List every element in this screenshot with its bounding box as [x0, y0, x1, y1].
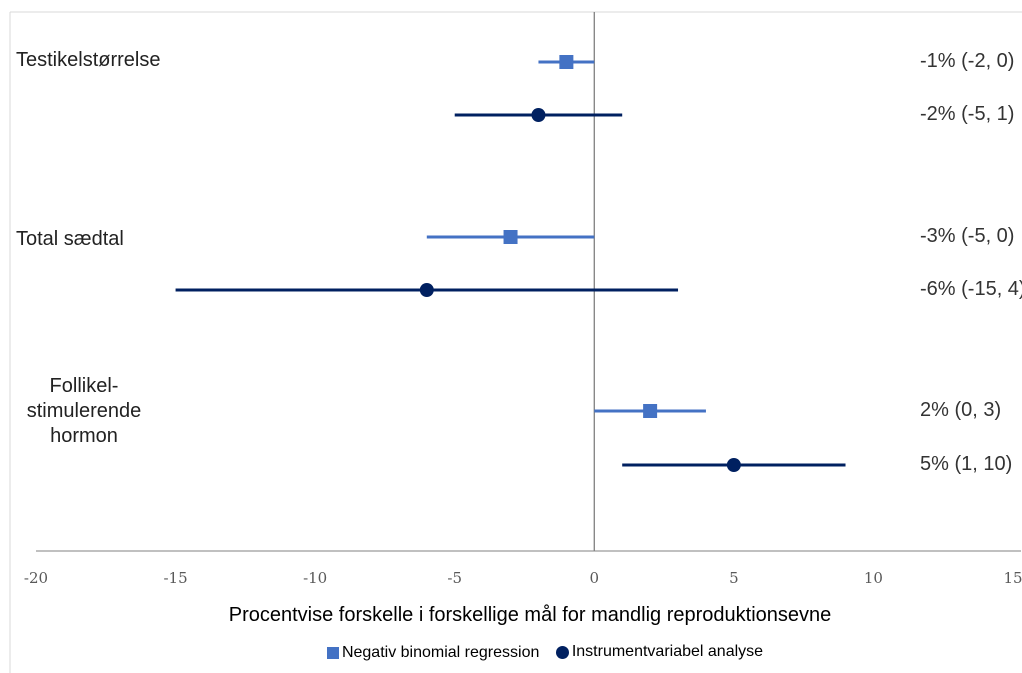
estimate-square-marker — [559, 55, 574, 69]
estimate-label: -1% (-2, 0) — [920, 50, 1015, 72]
x-tick-labels: -20 -15 -10 -5 0 5 10 15 — [24, 569, 1022, 587]
estimate-circle-marker — [531, 108, 546, 122]
estimate-label: -3% (-5, 0) — [920, 225, 1015, 247]
x-tick-label: 15 — [1003, 569, 1022, 587]
legend-label: Negativ binomial regression — [341, 643, 540, 661]
x-tick-label: -5 — [447, 569, 462, 587]
estimate-label: -2% (-5, 1) — [920, 103, 1015, 125]
group-label: Follikel- stimulerende hormon — [26, 375, 142, 447]
plot-marks — [175, 55, 846, 472]
legend-item-negativ-binomial: Negativ binomial regression — [326, 643, 540, 662]
estimate-circle-marker — [726, 458, 741, 472]
legend-circle-marker-icon — [555, 645, 569, 659]
group-label: Testikelstørrelse — [16, 49, 161, 71]
estimate-label: 5% (1, 10) — [920, 453, 1013, 475]
estimate-square-marker — [503, 230, 518, 244]
x-tick-label: -10 — [303, 569, 327, 587]
estimate-label: 2% (0, 3) — [920, 399, 1002, 421]
x-tick-label: -15 — [163, 569, 187, 587]
estimate-circle-marker — [419, 283, 434, 297]
estimate-square-marker — [643, 404, 658, 418]
legend-square-marker-icon — [326, 646, 339, 659]
x-tick-label: 10 — [864, 569, 883, 587]
legend-label: Instrumentvariabel analyse — [571, 643, 764, 660]
group-label: Total sædtal — [16, 228, 124, 250]
x-tick-label: -20 — [24, 569, 48, 587]
x-tick-label: 0 — [590, 569, 600, 587]
legend: Negativ binomial regression Instrumentva… — [0, 643, 1022, 664]
legend-item-instrumentvariabel: Instrumentvariabel analyse — [555, 643, 764, 661]
x-axis-title: Procentvise forskelle i forskellige mål … — [228, 604, 832, 626]
x-tick-label: 5 — [729, 569, 739, 587]
estimate-label: -6% (-15, 4) — [920, 278, 1022, 300]
